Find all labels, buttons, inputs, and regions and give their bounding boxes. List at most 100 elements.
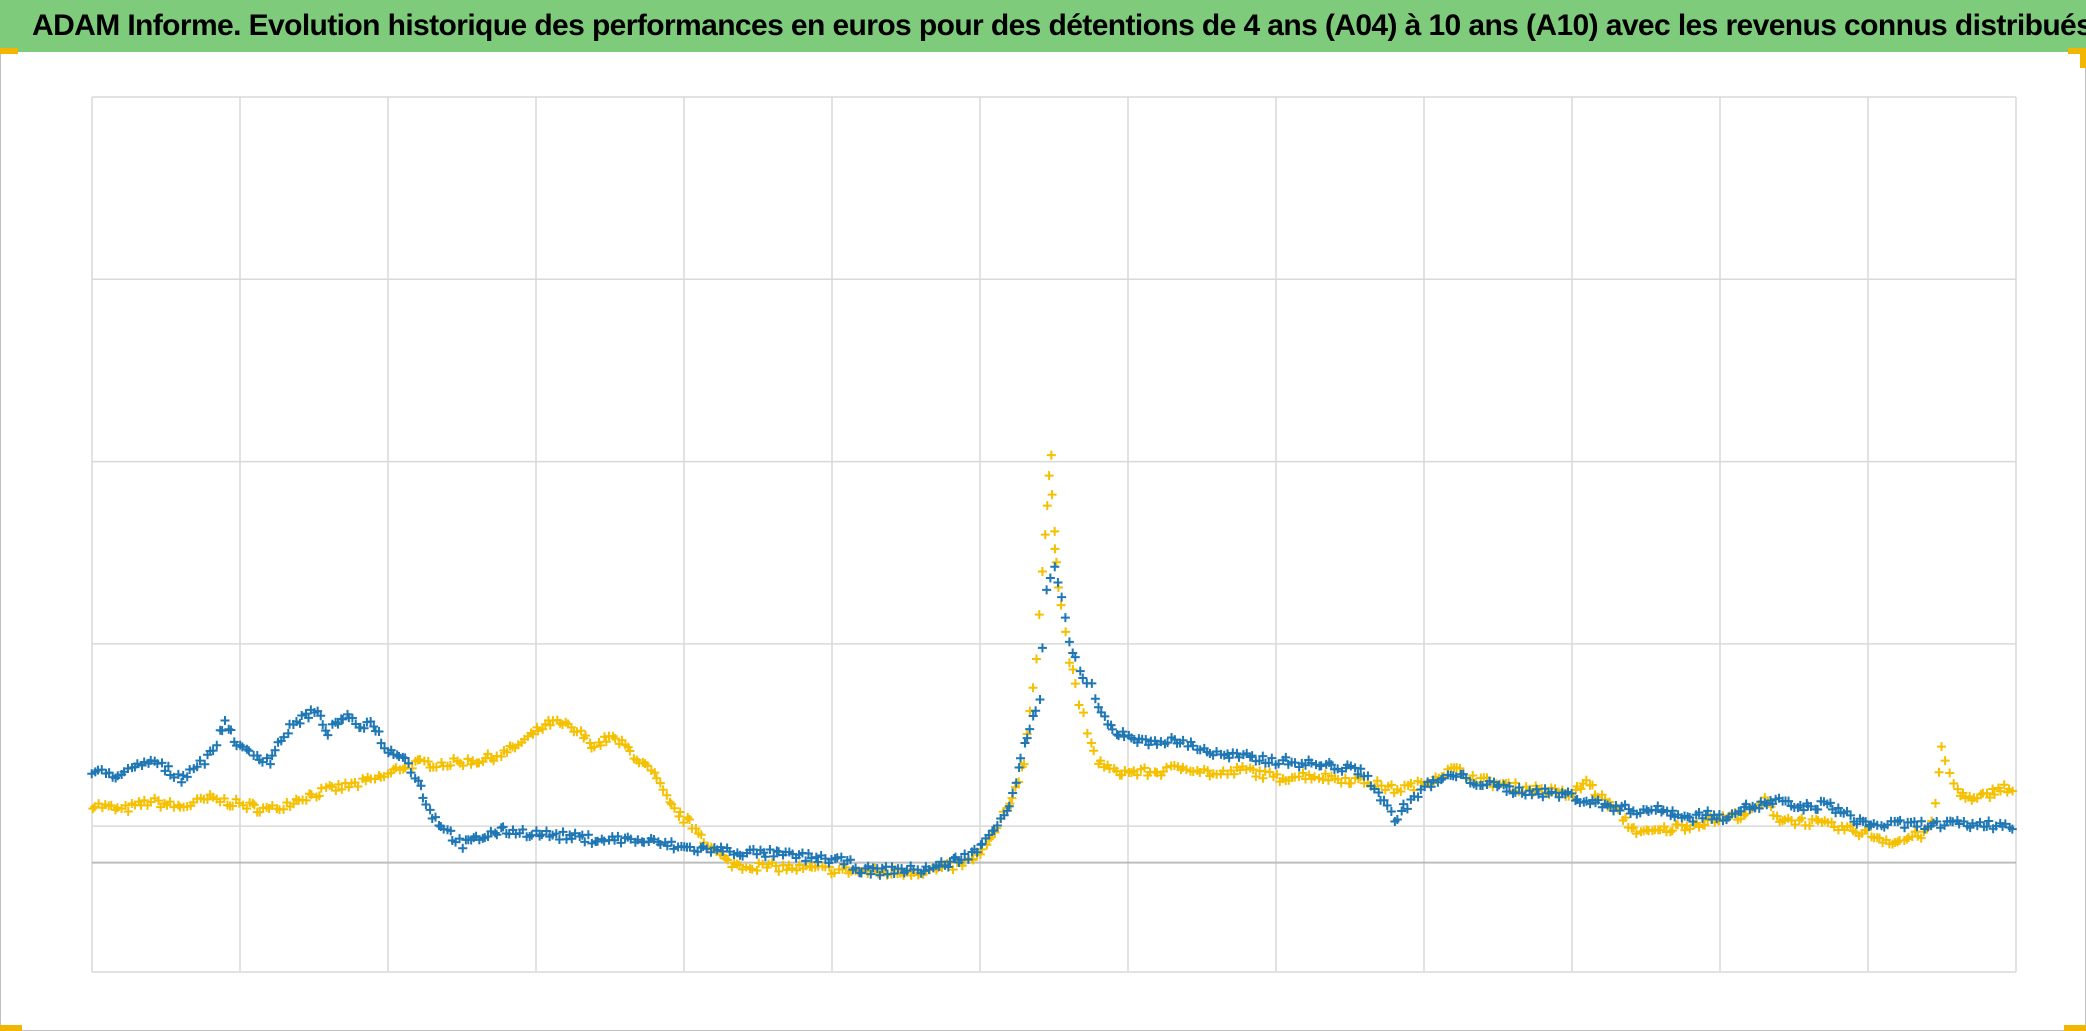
data-point-marker <box>1813 805 1823 815</box>
data-point-marker <box>1251 772 1261 782</box>
data-point-marker <box>262 753 272 763</box>
data-point-marker <box>244 746 254 756</box>
data-point-marker <box>173 769 183 779</box>
data-point-marker <box>774 866 784 876</box>
data-point-marker <box>1264 758 1274 768</box>
data-point-marker <box>949 854 959 864</box>
data-point-marker <box>1336 778 1346 788</box>
data-point-marker <box>1363 771 1373 781</box>
data-point-marker <box>463 754 473 764</box>
data-point-marker <box>1254 756 1264 766</box>
data-point-marker <box>589 742 599 752</box>
data-point-marker <box>1040 530 1050 540</box>
data-point-marker <box>1037 643 1047 653</box>
data-point-marker <box>425 805 435 815</box>
data-point-marker <box>902 866 912 876</box>
data-point-marker <box>366 716 376 726</box>
data-point-marker <box>1050 562 1060 572</box>
data-point-marker <box>1087 678 1097 688</box>
data-point-marker <box>242 744 252 754</box>
data-point-marker <box>1050 526 1060 536</box>
data-point-marker <box>208 746 218 756</box>
data-point-marker <box>104 768 114 778</box>
data-point-marker <box>139 757 149 767</box>
data-point-marker <box>889 869 899 879</box>
data-point-marker <box>202 794 212 804</box>
data-point-marker <box>1990 790 2000 800</box>
data-point-marker <box>625 746 635 756</box>
data-point-marker <box>1265 767 1275 777</box>
data-point-marker <box>237 742 247 752</box>
data-point-marker <box>583 830 593 840</box>
data-point-marker <box>1954 819 1964 829</box>
data-point-marker <box>1451 772 1461 782</box>
data-point-marker <box>1298 768 1308 778</box>
data-point-marker <box>1988 784 1998 794</box>
data-point-marker <box>1499 780 1509 790</box>
data-point-marker <box>1576 784 1586 794</box>
data-point-marker <box>1953 784 1963 794</box>
data-point-marker <box>283 728 293 738</box>
data-point-marker <box>1949 778 1959 788</box>
data-point-marker <box>1181 765 1191 775</box>
data-point-marker <box>474 758 484 768</box>
data-point-marker <box>1034 610 1044 620</box>
data-point-marker <box>228 801 238 811</box>
data-point-marker <box>527 830 537 840</box>
data-point-marker <box>380 743 390 753</box>
data-point-marker <box>1042 585 1052 595</box>
data-point-marker <box>866 869 876 879</box>
data-point-marker <box>1320 769 1330 779</box>
data-point-marker <box>1982 821 1992 831</box>
data-point-marker <box>581 731 591 741</box>
data-point-marker <box>567 834 577 844</box>
data-point-marker <box>297 711 307 721</box>
data-point-marker <box>727 862 737 872</box>
data-point-marker <box>1667 826 1677 836</box>
data-point-marker <box>458 761 468 771</box>
data-point-marker <box>1281 752 1291 762</box>
data-point-marker <box>490 828 500 838</box>
data-point-marker <box>1118 727 1128 737</box>
data-point-marker <box>1768 799 1778 809</box>
data-point-marker <box>1070 652 1080 662</box>
data-point-marker <box>541 826 551 836</box>
data-point-marker <box>1629 822 1639 832</box>
data-point-marker <box>1195 745 1205 755</box>
data-point-marker <box>1461 773 1471 783</box>
data-point-marker <box>173 800 183 810</box>
data-point-marker <box>323 730 333 740</box>
data-point-marker <box>675 807 685 817</box>
data-point-marker <box>1074 700 1084 710</box>
data-point-marker <box>960 849 970 859</box>
data-point-marker <box>1895 815 1905 825</box>
data-point-marker <box>1057 592 1067 602</box>
data-point-marker <box>1945 768 1955 778</box>
data-point-marker <box>219 793 229 803</box>
data-point-marker <box>1258 773 1268 783</box>
data-point-marker <box>1020 738 1030 748</box>
data-point-marker <box>1068 664 1078 674</box>
data-point-marker <box>1075 666 1085 676</box>
data-point-marker <box>1386 806 1396 816</box>
data-point-marker <box>353 782 363 792</box>
data-point-marker <box>1004 801 1014 811</box>
data-point-marker <box>1011 778 1021 788</box>
data-point-marker <box>662 790 672 800</box>
data-point-marker <box>669 803 679 813</box>
data-point-marker <box>691 823 701 833</box>
data-point-marker <box>1756 797 1766 807</box>
data-point-marker <box>331 786 341 796</box>
data-point-marker <box>1567 789 1577 799</box>
data-point-marker <box>1846 810 1856 820</box>
data-point-marker <box>1203 766 1213 776</box>
data-point-marker <box>165 797 175 807</box>
data-point-marker <box>279 804 289 814</box>
data-point-marker <box>1045 573 1055 583</box>
data-point-marker <box>1554 792 1564 802</box>
data-point-marker <box>1581 775 1591 785</box>
data-point-marker <box>787 863 797 873</box>
data-point-marker <box>177 777 187 787</box>
data-point-marker <box>1140 763 1150 773</box>
data-point-marker <box>1379 795 1389 805</box>
